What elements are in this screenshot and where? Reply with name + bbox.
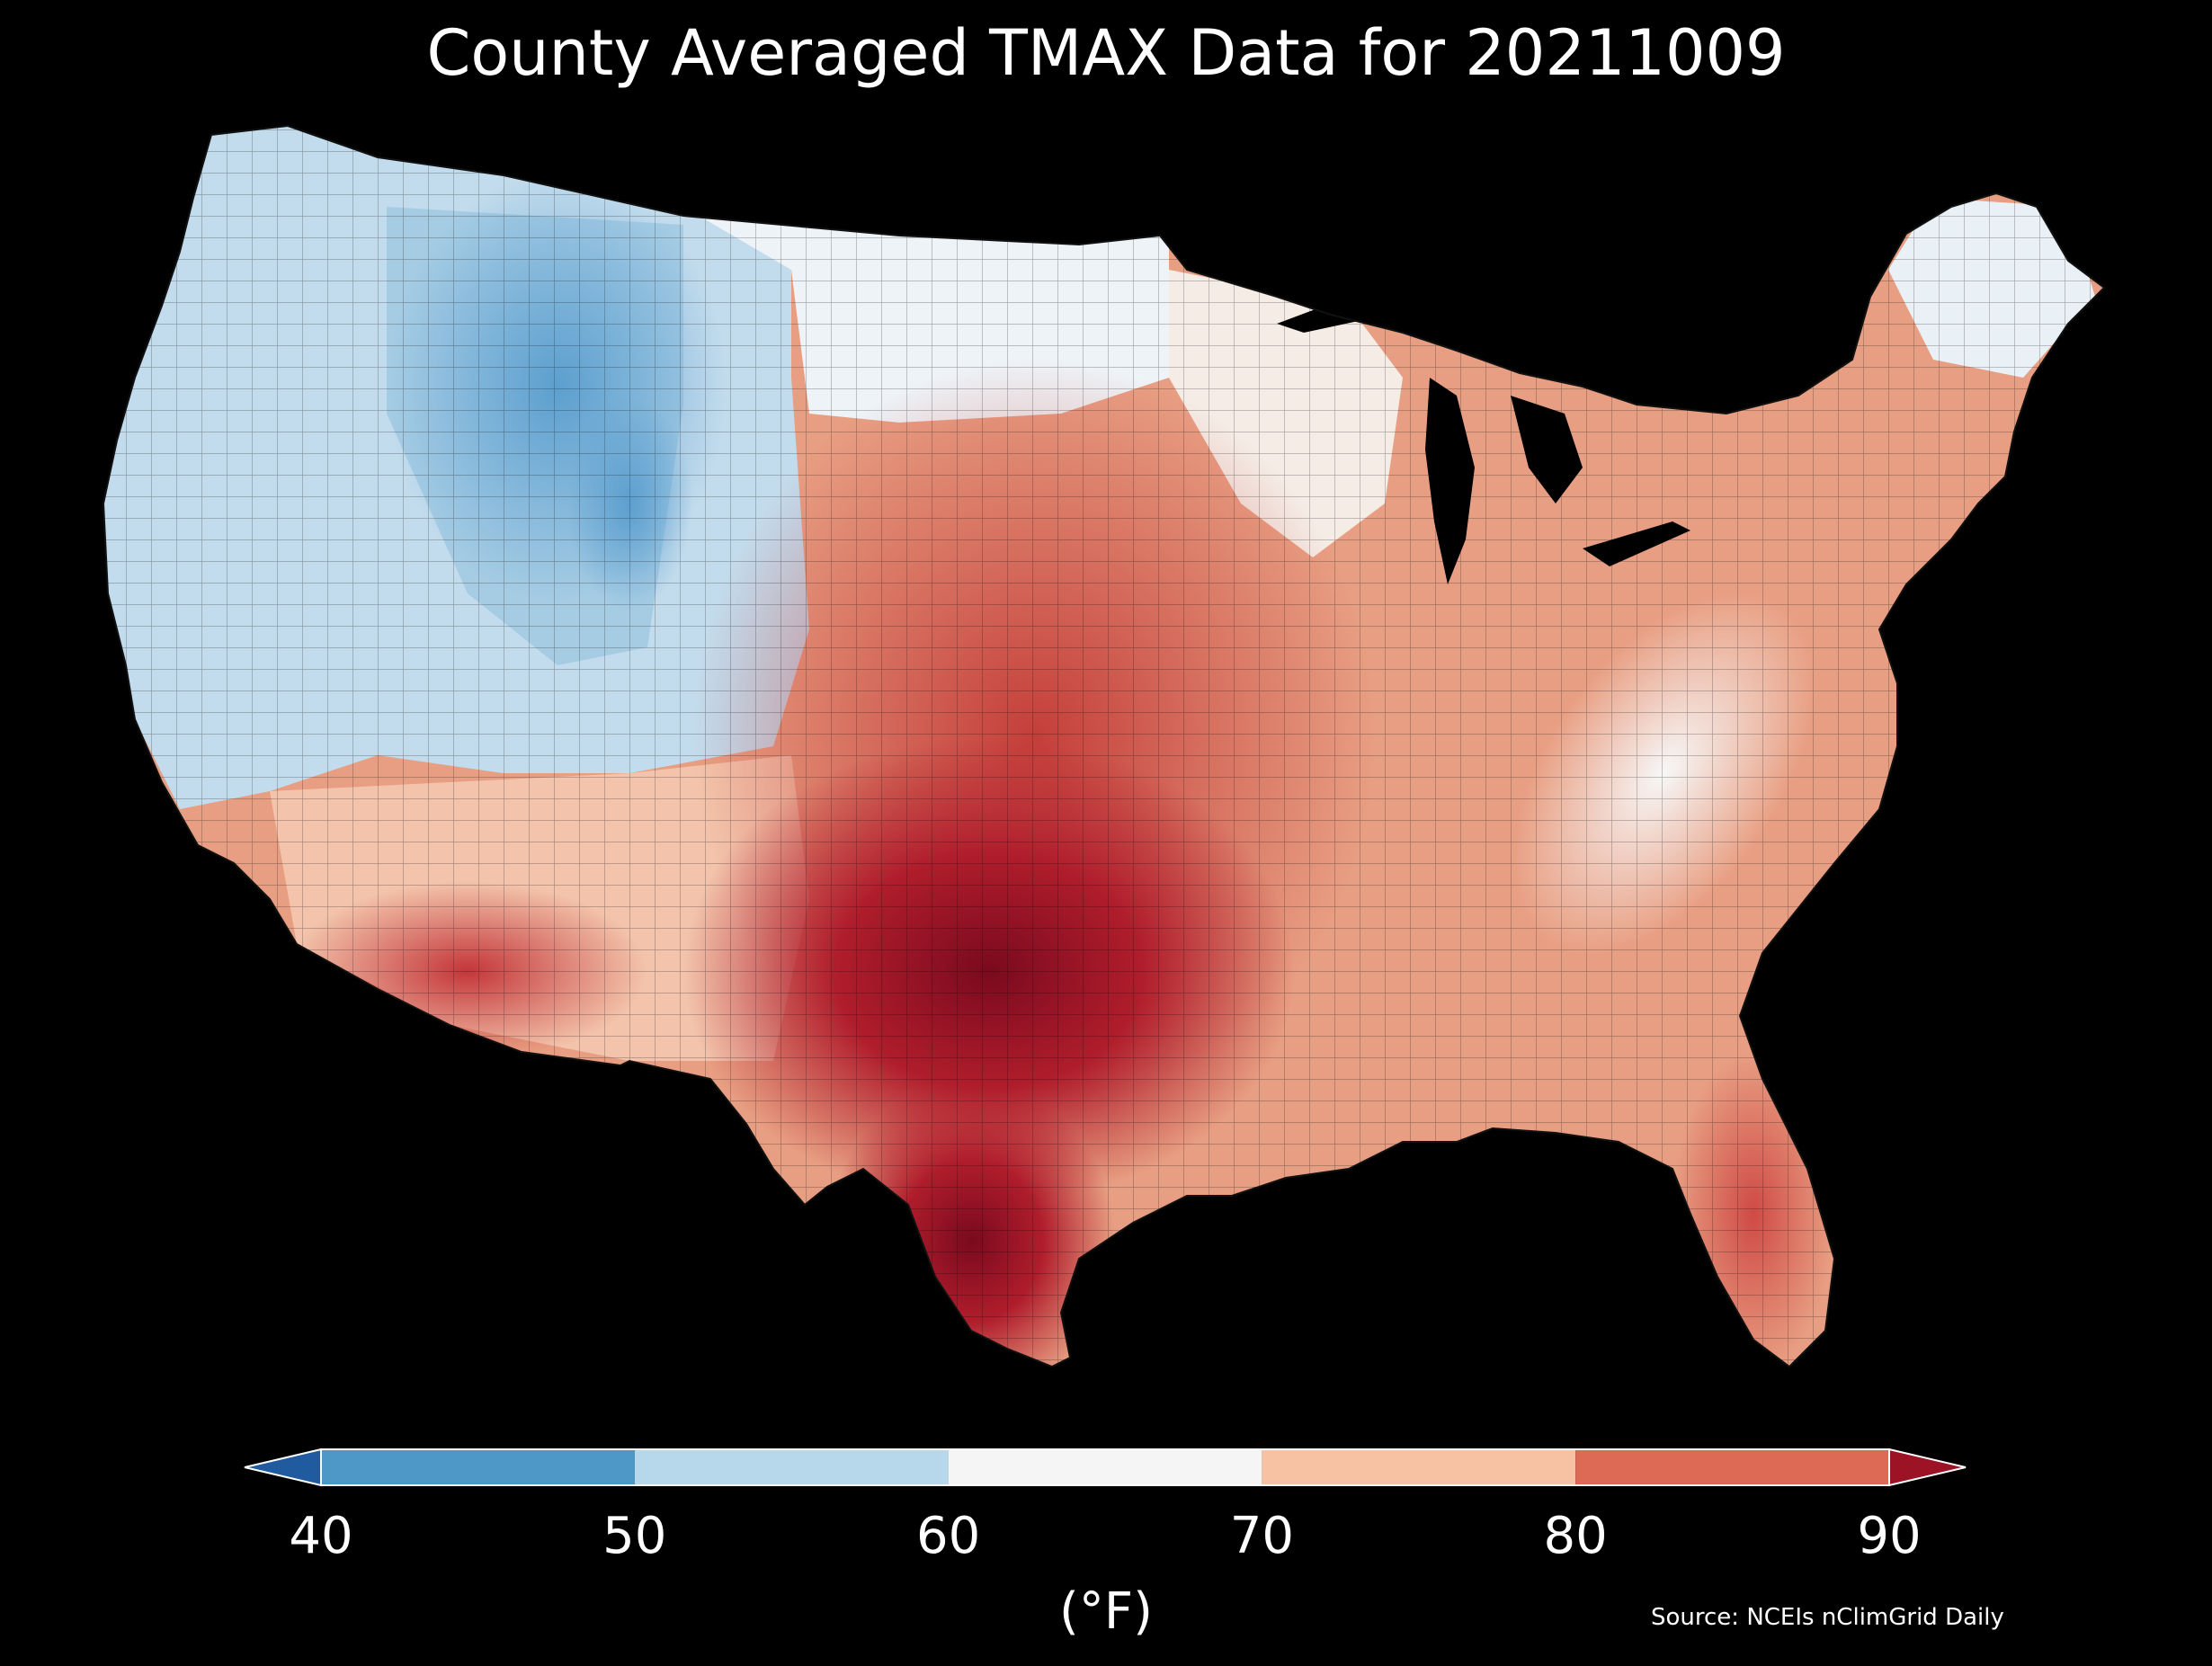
lake-erie xyxy=(1583,521,1690,566)
colorbar-frame xyxy=(320,1448,1890,1486)
colorbar-tick-label: 90 xyxy=(1857,1507,1922,1565)
colorbar-unit-label: (°F) xyxy=(1059,1582,1153,1641)
lake-superior xyxy=(1277,288,1412,333)
colorbar-bin xyxy=(1575,1449,1889,1485)
colorbar-tick-label: 50 xyxy=(602,1507,667,1565)
colorbar-extend-low xyxy=(244,1448,322,1487)
colorbar-bin xyxy=(321,1449,635,1485)
colorbar-tick-label: 70 xyxy=(1229,1507,1295,1565)
colorbar-bin xyxy=(634,1449,949,1485)
colorbar-bin xyxy=(948,1449,1262,1485)
lake-michigan xyxy=(1425,378,1475,584)
source-credit: Source: NCEIs nClimGrid Daily xyxy=(1651,1604,2004,1631)
map-title: County Averaged TMAX Data for 20211009 xyxy=(426,16,1786,90)
colorbar-extend-high xyxy=(1888,1448,1967,1487)
outline xyxy=(102,124,2106,1368)
colorbar-tick-label: 80 xyxy=(1543,1507,1608,1565)
colorbar-bin xyxy=(1262,1449,1576,1485)
colorbar-tick-label: 40 xyxy=(289,1507,353,1565)
lake-huron xyxy=(1511,396,1583,503)
colorbar-tick-label: 60 xyxy=(915,1507,981,1565)
